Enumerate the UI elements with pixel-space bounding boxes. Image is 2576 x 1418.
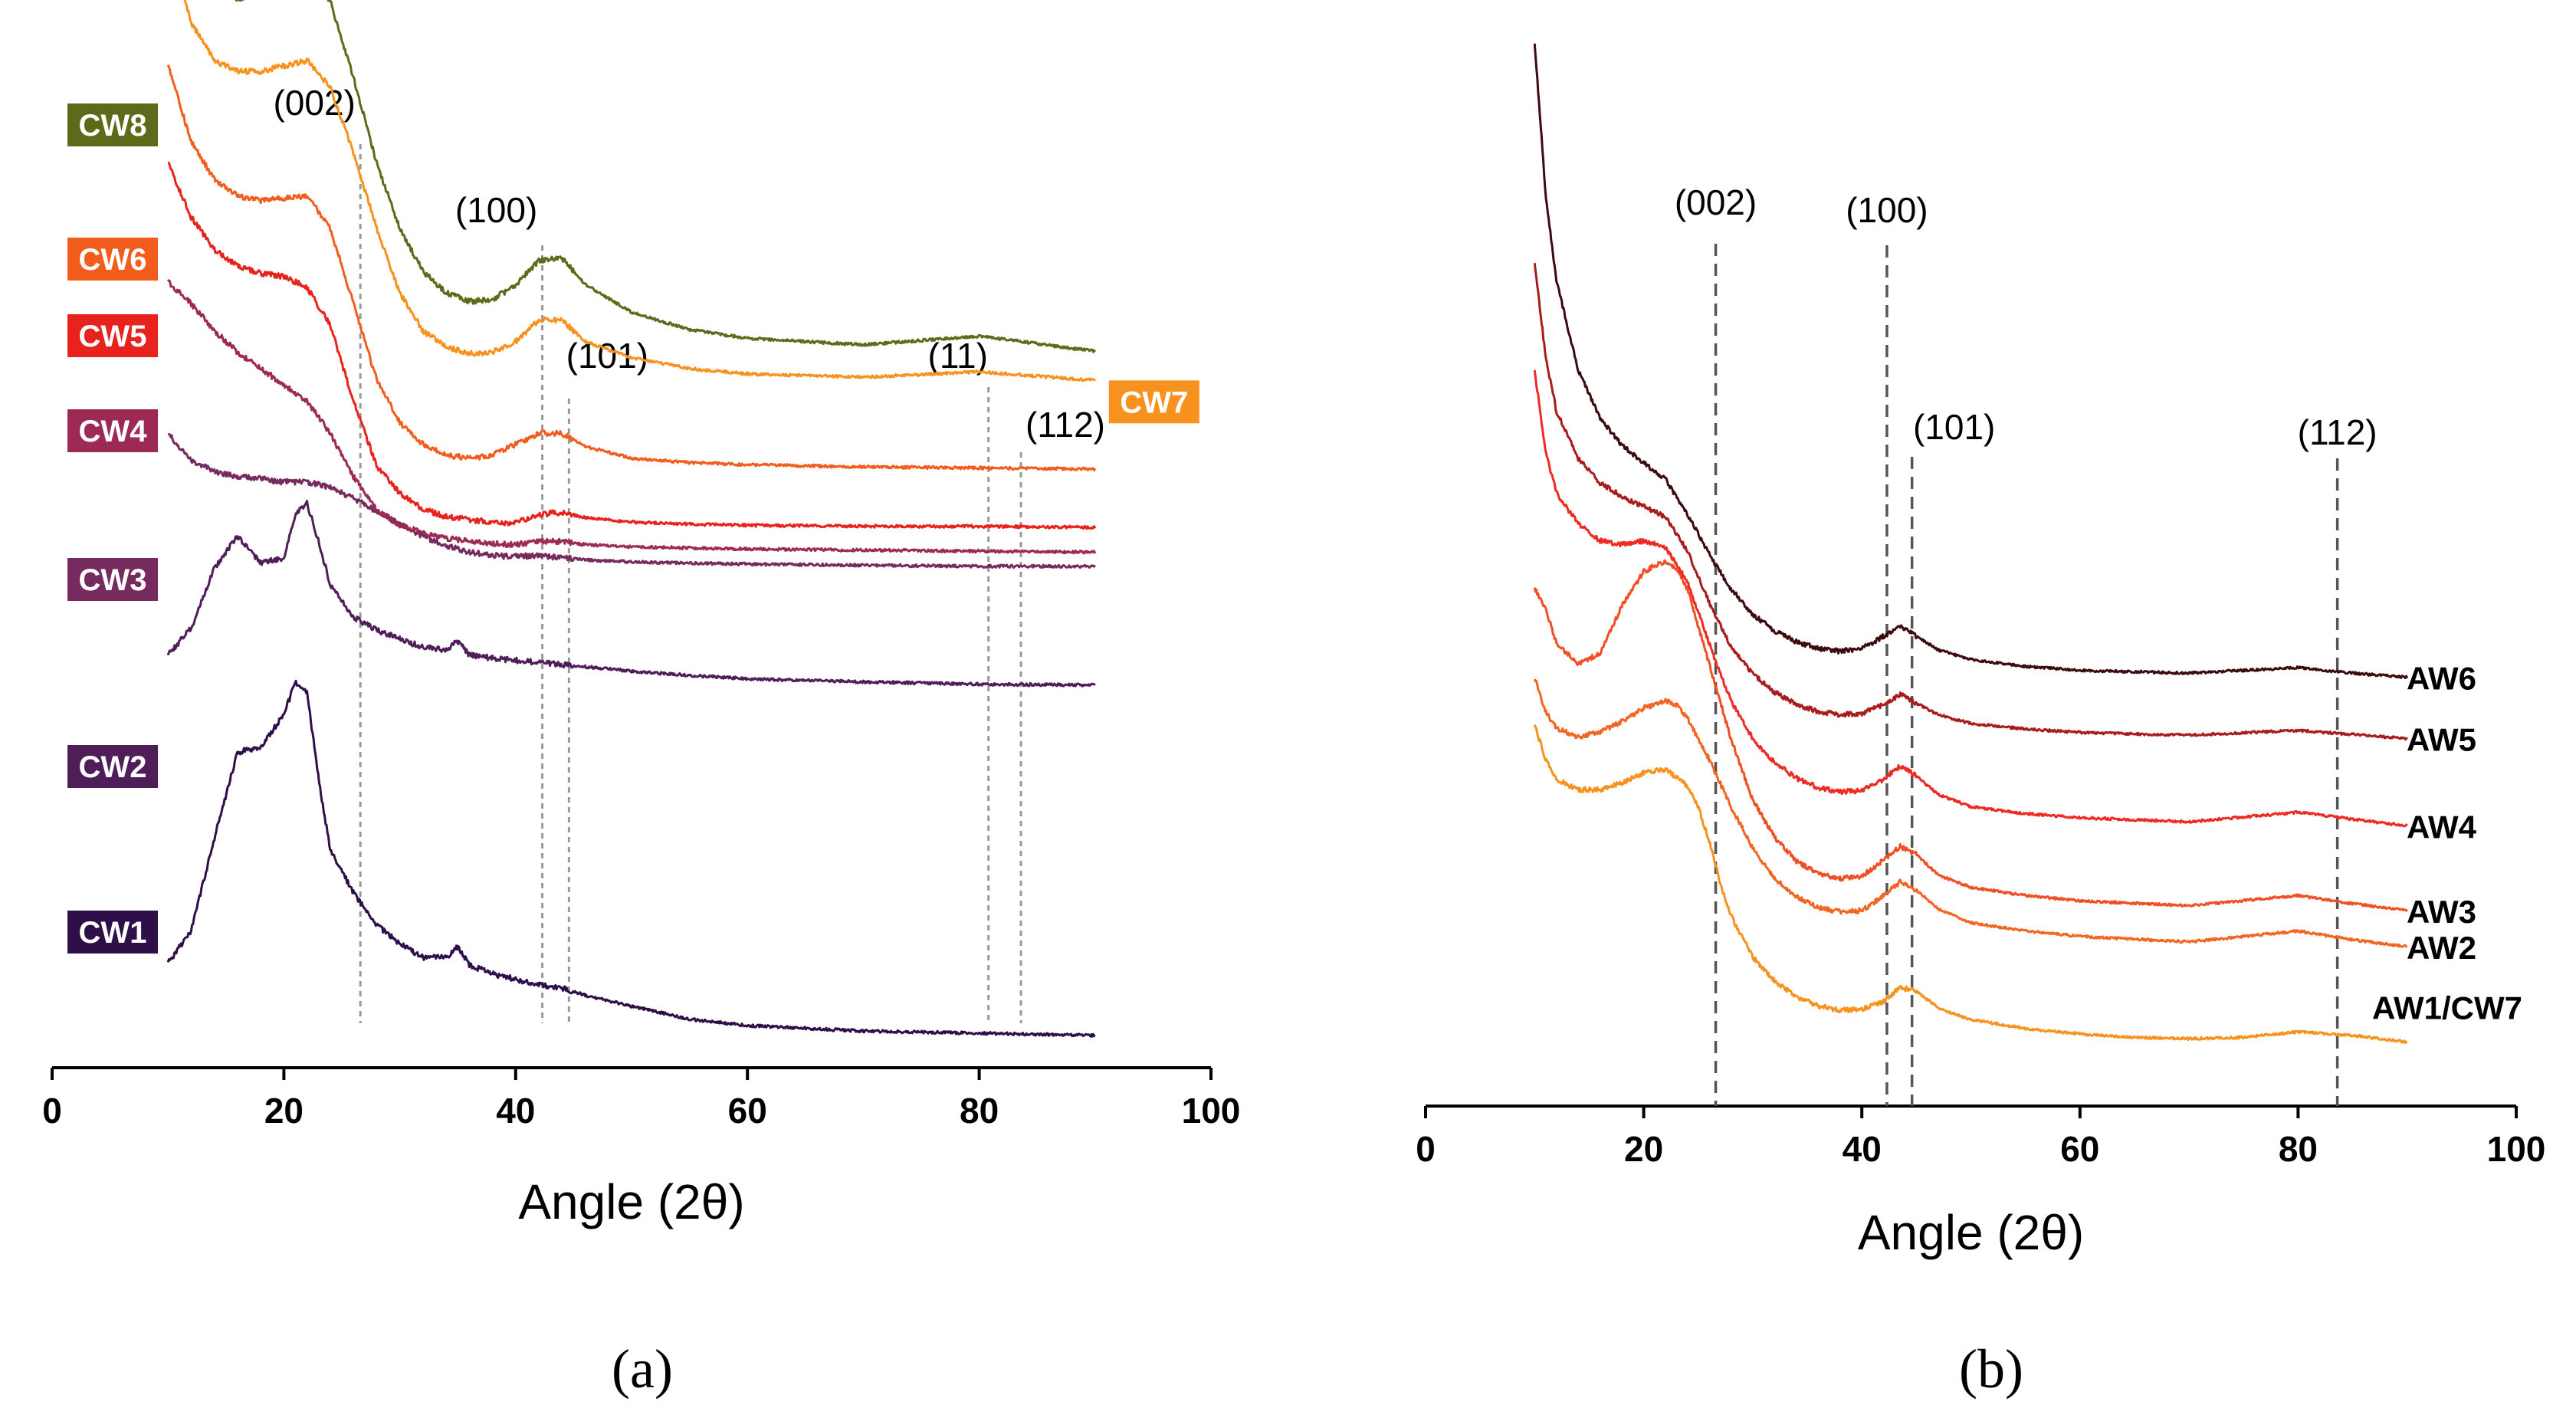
series-label-cw1: CW1	[67, 911, 158, 954]
series-label-box	[67, 314, 158, 357]
series-label-box	[1108, 380, 1199, 424]
series-label-cw5: CW5	[67, 314, 158, 357]
x-tick-label: 60	[2060, 1129, 2099, 1169]
series-label-text: CW7	[1120, 386, 1188, 419]
series-label-box	[67, 745, 158, 788]
series-label-text: CW8	[79, 109, 147, 143]
series-line-cw7	[183, 0, 1096, 382]
x-tick-label: 0	[1416, 1129, 1436, 1169]
x-tick-label: 80	[2279, 1129, 2318, 1169]
plane-label-100: (100)	[455, 190, 537, 230]
series-label-box	[67, 103, 158, 146]
series-label-aw6: AW6	[2407, 661, 2476, 697]
series-line-aw4	[1533, 369, 2408, 828]
x-tick-label: 20	[1624, 1129, 1663, 1169]
x-tick-label: 60	[728, 1091, 767, 1131]
series-label-cw8: CW8	[67, 103, 158, 146]
series-label-aw2: AW2	[2407, 930, 2476, 966]
panel-label: (b)	[1959, 1338, 2023, 1400]
plane-label-002: (002)	[1675, 182, 1757, 222]
series-line-cw8	[235, 0, 1097, 353]
x-axis-title: Angle (2θ)	[518, 1174, 744, 1229]
plane-label-112: (112)	[2298, 412, 2377, 452]
series-line-aw5	[1533, 263, 2408, 741]
series-line-cw6	[166, 64, 1097, 472]
series-label-cw3: CW3	[67, 558, 158, 601]
series-label-box	[67, 409, 158, 452]
series-label-aw3: AW3	[2407, 894, 2476, 930]
series-label-text: CW2	[79, 750, 147, 784]
x-tick-label: 100	[2487, 1129, 2546, 1169]
series-line-cw2	[166, 500, 1096, 688]
series-label-cw4: CW4	[67, 409, 158, 452]
series-label-text: CW6	[79, 243, 147, 277]
x-tick-label: 20	[264, 1091, 304, 1131]
series-line-aw2	[1533, 678, 2408, 948]
plane-label-101: (101)	[1913, 407, 1995, 447]
series-label-cw2: CW2	[67, 745, 158, 788]
series-label-aw5: AW5	[2407, 722, 2476, 758]
x-tick-label: 80	[960, 1091, 999, 1131]
plane-label-002: (002)	[273, 83, 355, 123]
x-tick-label: 0	[42, 1091, 62, 1131]
series-line-cw1	[166, 679, 1096, 1038]
panel-b: 0 20 40 60 80 100 Angle (2θ) (002) (100) (101) (11…	[1416, 43, 2546, 1400]
series-label-text: CW5	[79, 320, 147, 353]
series-label-cw7: CW7	[1108, 380, 1199, 424]
series-label-box	[67, 911, 158, 954]
series-line-aw6	[1533, 43, 2409, 680]
plane-label-101: (101)	[566, 336, 648, 376]
series-line-cw3	[167, 432, 1097, 569]
plane-label-100: (100)	[1846, 190, 1928, 230]
series-label-box	[67, 238, 158, 281]
series-line-cw5	[167, 162, 1097, 530]
x-tick-label: 100	[1182, 1091, 1241, 1131]
plane-label-112: (112)	[1025, 405, 1105, 445]
series-label-text: CW4	[79, 415, 148, 448]
series-line-aw3	[1533, 559, 2408, 912]
series-label-box	[67, 558, 158, 601]
series-line-aw1-cw7	[1533, 724, 2408, 1045]
x-tick-label: 40	[496, 1091, 535, 1131]
series-label-text: CW3	[79, 563, 147, 597]
panel-a: 0 20 40 60 80 100 Angle (2θ) (002) (100) (101) (11…	[42, 0, 1240, 1400]
panel-label: (a)	[612, 1338, 673, 1400]
x-axis-title: Angle (2θ)	[1858, 1205, 2084, 1260]
series-label-aw1-cw7: AW1/CW7	[2372, 990, 2522, 1026]
plane-label-11: (11)	[928, 336, 988, 376]
series-label-text: CW1	[79, 916, 147, 950]
series-label-aw4: AW4	[2407, 809, 2477, 845]
x-tick-label: 40	[1843, 1129, 1882, 1169]
series-line-cw4	[166, 278, 1097, 555]
series-label-cw6: CW6	[67, 238, 158, 281]
